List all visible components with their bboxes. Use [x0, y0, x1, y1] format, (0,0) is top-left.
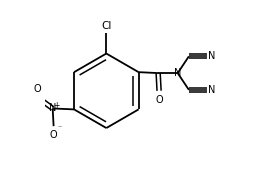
Text: O: O	[50, 130, 57, 140]
Text: O: O	[34, 84, 42, 94]
Text: N: N	[208, 51, 215, 61]
Text: ⁻: ⁻	[58, 124, 62, 132]
Text: +: +	[54, 101, 60, 110]
Text: N: N	[208, 85, 215, 95]
Text: O: O	[155, 95, 163, 105]
Text: N: N	[49, 103, 56, 113]
Text: N: N	[174, 68, 182, 78]
Text: Cl: Cl	[101, 21, 112, 31]
